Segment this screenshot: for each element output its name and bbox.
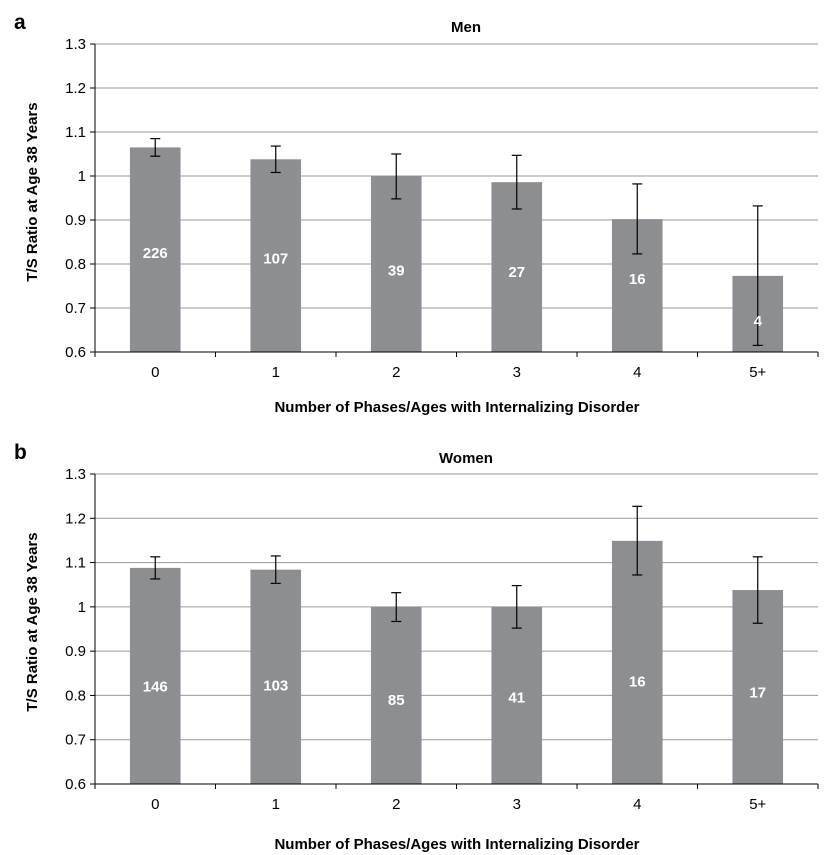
- error-bar-4: [632, 183, 643, 255]
- bar-2: [370, 176, 422, 352]
- count-label-1: 107: [263, 250, 288, 267]
- x-axis-label: Number of Phases/Ages with Internalizing…: [274, 836, 639, 853]
- count-label-5+: 17: [749, 684, 766, 701]
- x-tick-label: 0: [151, 364, 159, 381]
- count-label-0: 146: [143, 679, 168, 696]
- x-tick-label: 1: [272, 364, 280, 381]
- x-tick-label: 3: [513, 796, 521, 813]
- x-tick-label: 4: [633, 364, 641, 381]
- x-tick-label: 1: [272, 796, 280, 813]
- bars: [129, 147, 784, 352]
- count-label-2: 85: [388, 692, 405, 709]
- y-tick-label: 0.6: [65, 776, 86, 793]
- count-label-2: 39: [388, 263, 405, 280]
- y-tick-label: 1: [78, 599, 86, 616]
- chart-panel-men: a Men T/S Ratio at Age 38 Years Number o…: [14, 11, 819, 416]
- chart-title: Men: [451, 19, 481, 36]
- count-labels: 146 103 85 41 16 17: [143, 673, 766, 709]
- error-bars: [150, 138, 763, 346]
- bar-0: [129, 147, 181, 352]
- error-bar-5+: [752, 556, 763, 624]
- x-tick-label: 5+: [749, 364, 766, 381]
- gridlines: [95, 473, 818, 741]
- bar-4: [611, 540, 663, 784]
- error-bar-4: [632, 505, 643, 576]
- y-tick-label: 1.1: [65, 555, 86, 572]
- error-bar-3: [511, 154, 522, 210]
- x-tick-label: 5+: [749, 796, 766, 813]
- axes: [90, 43, 819, 357]
- count-label-4: 16: [629, 271, 646, 288]
- error-bar-5+: [752, 205, 763, 346]
- y-tick-label: 0.9: [65, 643, 86, 660]
- y-tick-label: 1.2: [65, 510, 86, 527]
- y-tick-label: 1: [78, 168, 86, 185]
- error-bar-1: [270, 555, 281, 584]
- chart-panel-women: b Women T/S Ratio at Age 38 Years Number…: [14, 441, 819, 853]
- y-tick-label: 0.7: [65, 732, 86, 749]
- chart-title: Women: [439, 450, 493, 467]
- x-tick-label: 3: [513, 364, 521, 381]
- error-bar-0: [150, 138, 161, 157]
- bar-3: [491, 182, 543, 352]
- error-bar-3: [511, 584, 522, 629]
- axes: [90, 473, 819, 789]
- y-tick-label: 1.1: [65, 124, 86, 141]
- error-bars: [150, 505, 763, 629]
- bar-2: [370, 606, 422, 784]
- y-tick-label: 0.6: [65, 344, 86, 361]
- x-tick-labels: 0 1 2 3 4 5+: [151, 364, 766, 381]
- count-labels: 226 107 39 27 16 4: [143, 245, 763, 330]
- bar-0: [129, 567, 181, 784]
- count-label-5+: 4: [754, 313, 763, 330]
- y-tick-labels: 0.6 0.7 0.8 0.9 1 1.1 1.2 1.3: [65, 36, 86, 361]
- x-tick-label: 4: [633, 796, 641, 813]
- y-tick-labels: 0.6 0.7 0.8 0.9 1 1.1 1.2 1.3: [65, 466, 86, 793]
- x-tick-labels: 0 1 2 3 4 5+: [151, 796, 766, 813]
- x-tick-label: 0: [151, 796, 159, 813]
- x-axis-label: Number of Phases/Ages with Internalizing…: [274, 399, 639, 416]
- error-bar-0: [150, 556, 161, 580]
- error-bar-2: [391, 153, 402, 200]
- x-tick-label: 2: [392, 796, 400, 813]
- bar-3: [491, 606, 543, 784]
- count-label-4: 16: [629, 673, 646, 690]
- gridlines: [95, 43, 818, 309]
- panel-letter: b: [14, 441, 27, 464]
- y-axis-label: T/S Ratio at Age 38 Years: [24, 532, 41, 711]
- bar-1: [250, 159, 302, 352]
- y-tick-label: 0.8: [65, 687, 86, 704]
- error-bar-1: [270, 145, 281, 174]
- error-bar-2: [391, 592, 402, 623]
- count-label-1: 103: [263, 678, 288, 695]
- bars: [129, 540, 784, 784]
- y-tick-label: 1.3: [65, 36, 86, 53]
- y-tick-label: 0.8: [65, 256, 86, 273]
- y-tick-label: 1.3: [65, 466, 86, 483]
- count-label-0: 226: [143, 245, 168, 262]
- x-tick-label: 2: [392, 364, 400, 381]
- y-tick-label: 1.2: [65, 80, 86, 97]
- count-label-3: 27: [508, 264, 525, 281]
- count-label-3: 41: [508, 690, 525, 707]
- bar-1: [250, 569, 302, 784]
- panel-letter: a: [14, 11, 26, 34]
- y-tick-label: 0.9: [65, 212, 86, 229]
- y-tick-label: 0.7: [65, 300, 86, 317]
- y-axis-label: T/S Ratio at Age 38 Years: [24, 102, 41, 281]
